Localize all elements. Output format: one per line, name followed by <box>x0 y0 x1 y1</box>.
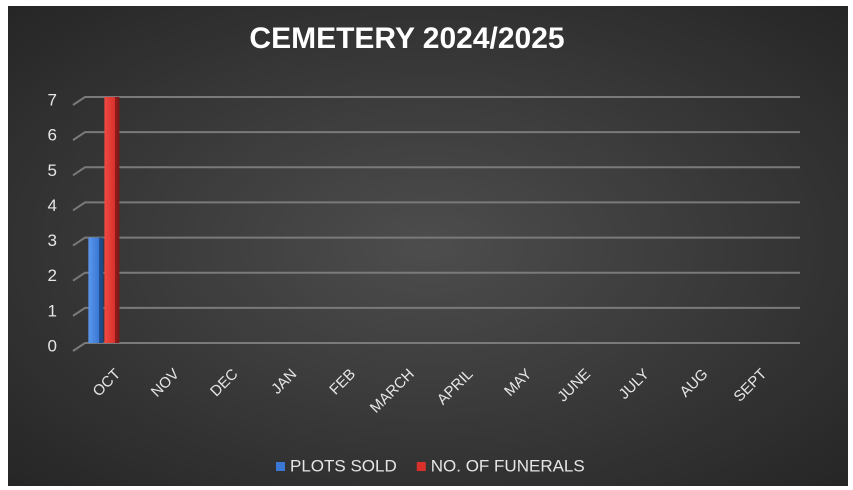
grid-line <box>72 166 800 177</box>
chart-title: CEMETERY 2024/2025 <box>249 22 564 55</box>
y-tick-label: 3 <box>48 231 57 250</box>
y-tick-label: 1 <box>48 301 57 320</box>
chart-background <box>8 6 848 486</box>
y-tick-label: 5 <box>48 161 57 180</box>
bar <box>104 97 120 343</box>
grid-line <box>72 342 800 352</box>
legend-label: NO. OF FUNERALS <box>431 456 585 475</box>
grid-line <box>72 306 800 317</box>
y-tick-label: 2 <box>48 266 57 285</box>
legend-swatch <box>416 462 426 471</box>
legend-swatch <box>276 462 285 471</box>
y-tick-label: 6 <box>48 126 57 145</box>
grid-line <box>72 271 800 282</box>
grid-line <box>72 131 800 141</box>
legend-label: PLOTS SOLD <box>290 456 397 475</box>
grid-line <box>72 201 800 212</box>
y-tick-label: 4 <box>48 196 57 215</box>
y-tick-label: 7 <box>48 90 57 109</box>
bar <box>88 237 104 343</box>
y-tick-label: 0 <box>48 336 57 355</box>
grid-line <box>72 96 800 106</box>
grid-line <box>72 236 800 247</box>
